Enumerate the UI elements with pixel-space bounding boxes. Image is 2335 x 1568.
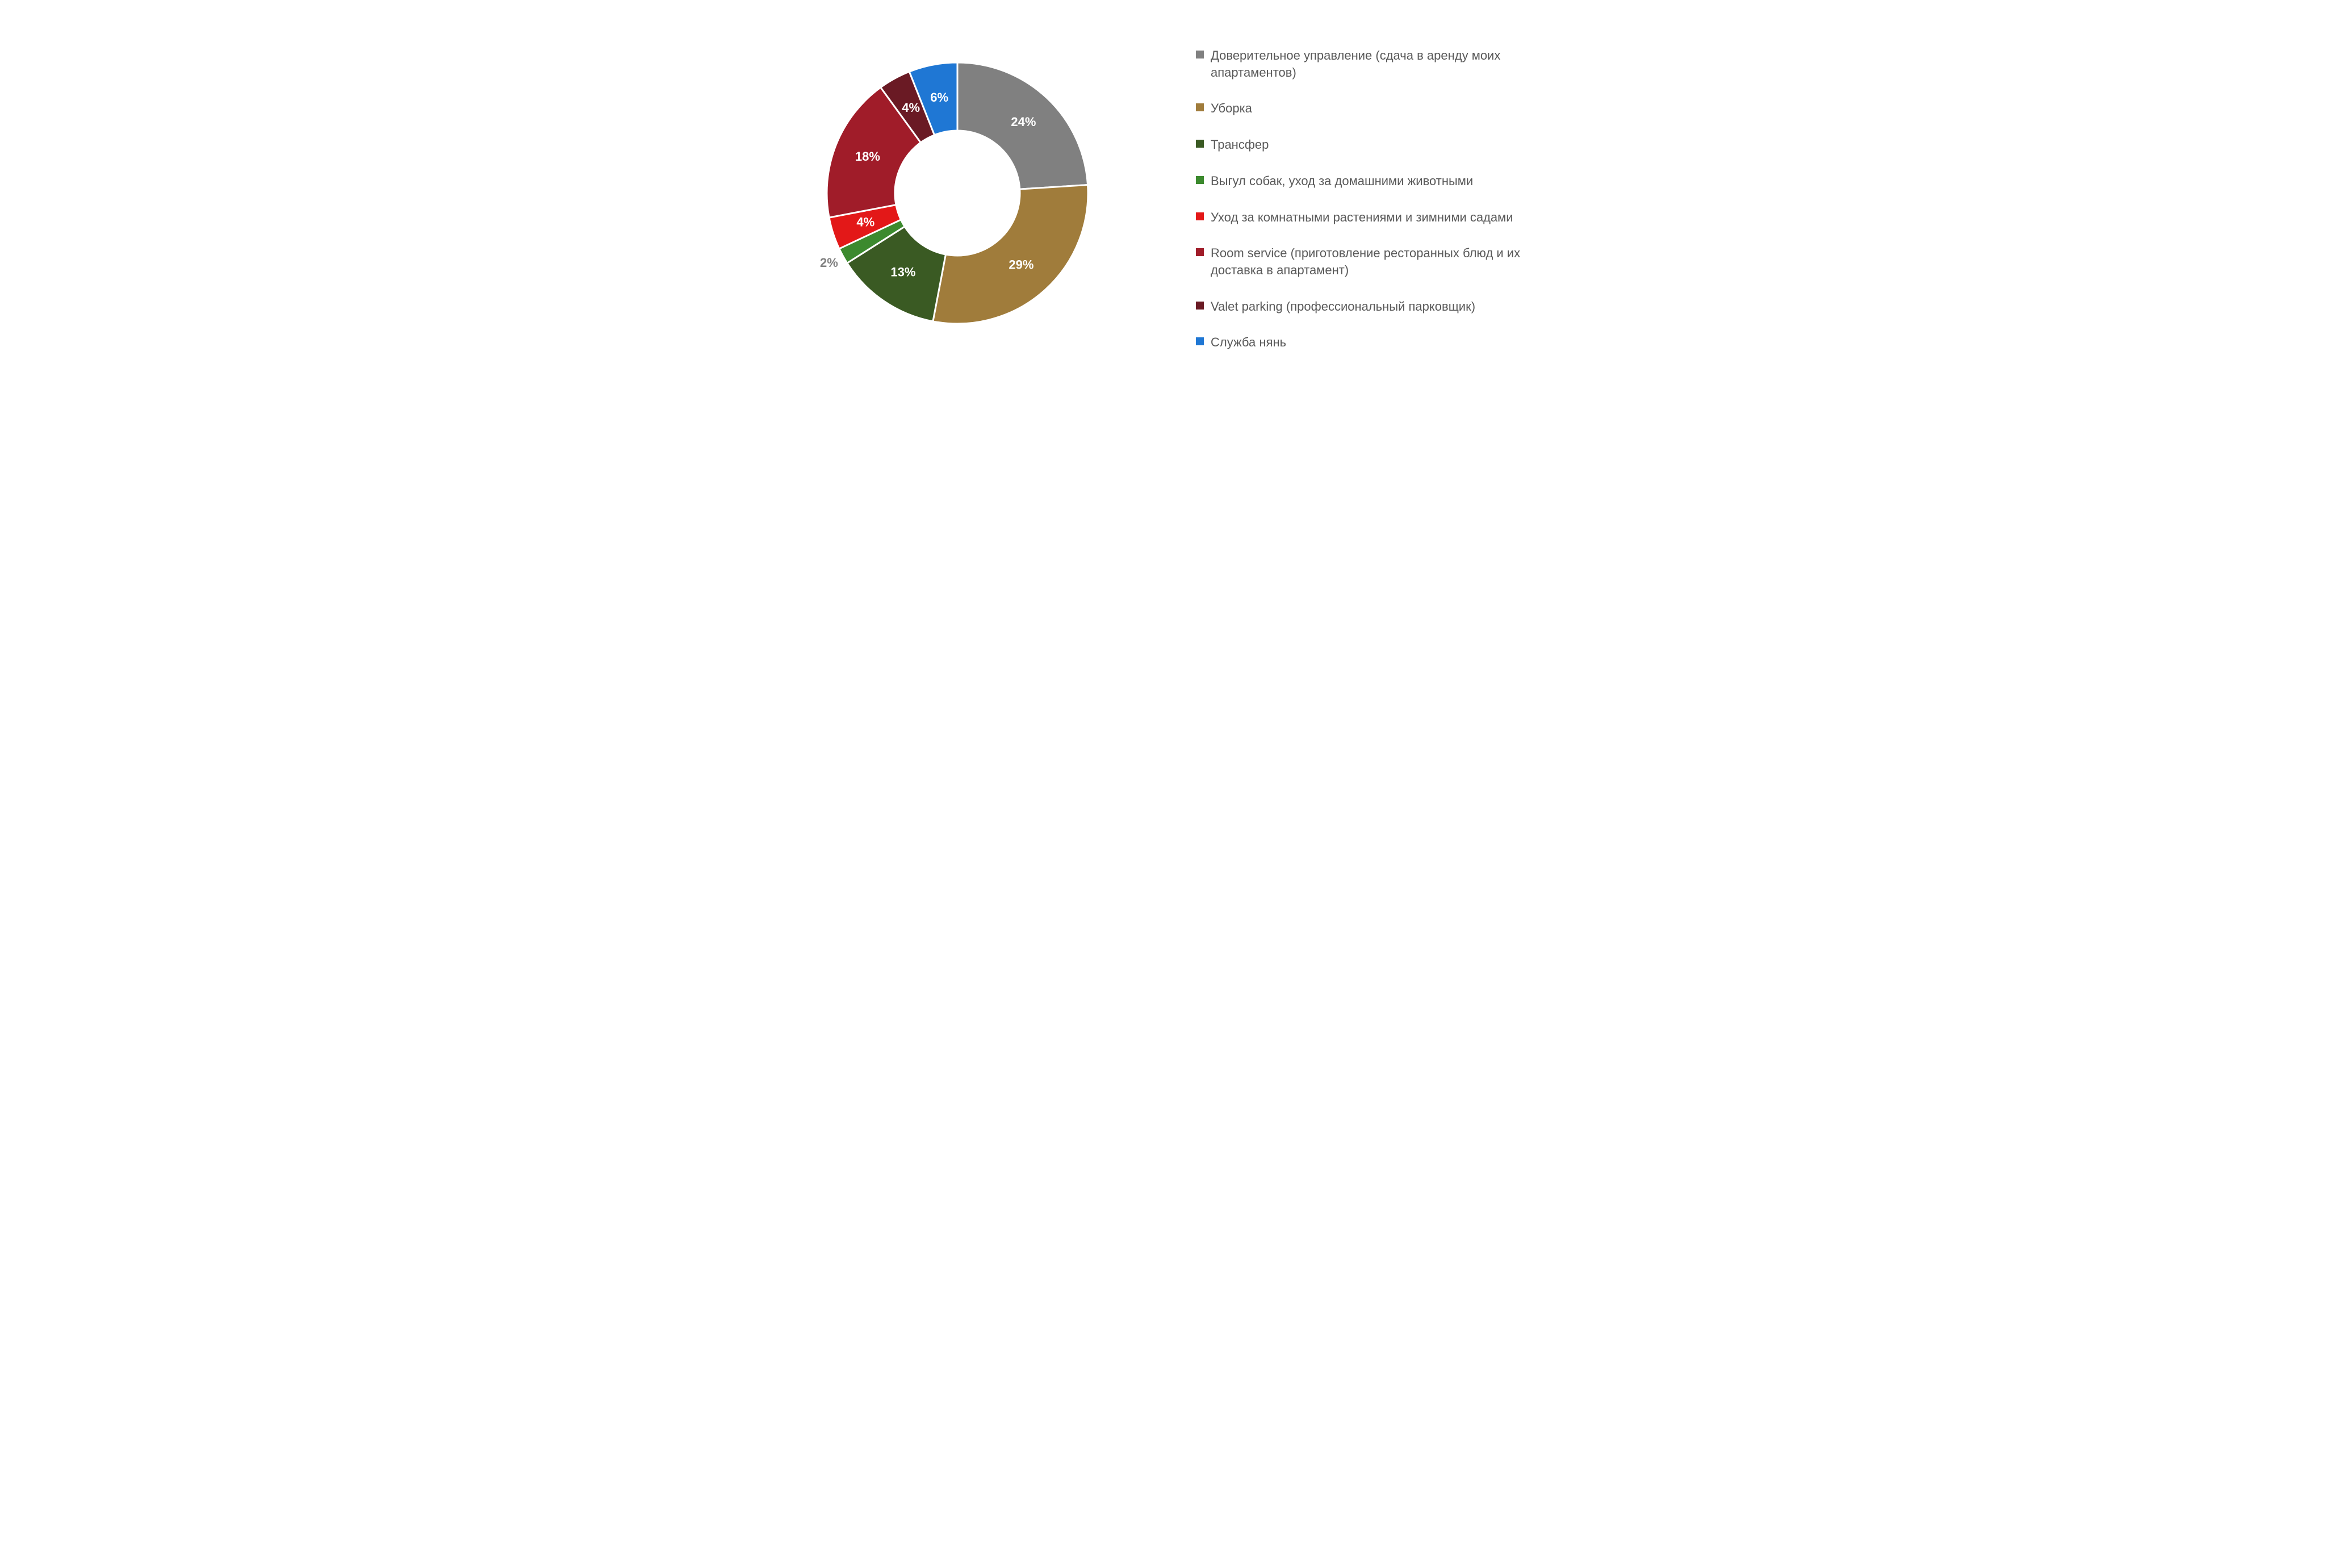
legend-label: Valet parking (профессиональный парковщи… xyxy=(1211,298,1475,315)
legend-marker xyxy=(1196,302,1204,310)
donut-chart: 24% 29% 13% 2% 4% 18% 4% 6% xyxy=(787,23,1150,395)
legend-marker xyxy=(1196,103,1204,111)
legend-item: Служба нянь xyxy=(1196,334,1548,351)
legend-marker xyxy=(1196,51,1204,58)
legend: Доверительное управление (сдача в аренду… xyxy=(1150,47,1548,370)
legend-item: Уборка xyxy=(1196,100,1548,117)
slice-pct-label: 4% xyxy=(902,101,920,115)
legend-label: Уборка xyxy=(1211,100,1252,117)
legend-marker xyxy=(1196,140,1204,148)
legend-label: Room service (приготовление ресторанных … xyxy=(1211,245,1548,278)
legend-item: Трансфер xyxy=(1196,136,1548,153)
legend-marker xyxy=(1196,337,1204,345)
legend-label: Доверительное управление (сдача в аренду… xyxy=(1211,47,1548,81)
slice-pct-label: 2% xyxy=(820,256,838,270)
legend-item: Room service (приготовление ресторанных … xyxy=(1196,245,1548,278)
legend-label: Трансфер xyxy=(1211,136,1269,153)
legend-label: Выгул собак, уход за домашними животными xyxy=(1211,173,1473,190)
legend-item: Valet parking (профессиональный парковщи… xyxy=(1196,298,1548,315)
legend-item: Уход за комнатными растениями и зимними … xyxy=(1196,209,1548,226)
slice-pct-label: 4% xyxy=(856,215,874,229)
slice-pct-label: 29% xyxy=(1009,257,1033,271)
donut-svg: 24% 29% 13% 2% 4% 18% 4% 6% xyxy=(787,23,1150,392)
legend-marker xyxy=(1196,212,1204,220)
slice-pct-label: 6% xyxy=(930,90,948,104)
legend-label: Уход за комнатными растениями и зимними … xyxy=(1211,209,1513,226)
legend-item: Доверительное управление (сдача в аренду… xyxy=(1196,47,1548,81)
legend-item: Выгул собак, уход за домашними животными xyxy=(1196,173,1548,190)
legend-marker xyxy=(1196,248,1204,256)
legend-label: Служба нянь xyxy=(1211,334,1286,351)
slice-pct-label: 13% xyxy=(890,265,915,279)
donut-slice xyxy=(933,185,1088,324)
chart-container: 24% 29% 13% 2% 4% 18% 4% 6% Доверительное управ… xyxy=(0,0,2335,417)
slice-pct-label: 24% xyxy=(1011,115,1036,129)
legend-marker xyxy=(1196,176,1204,184)
slice-pct-label: 18% xyxy=(855,149,880,164)
